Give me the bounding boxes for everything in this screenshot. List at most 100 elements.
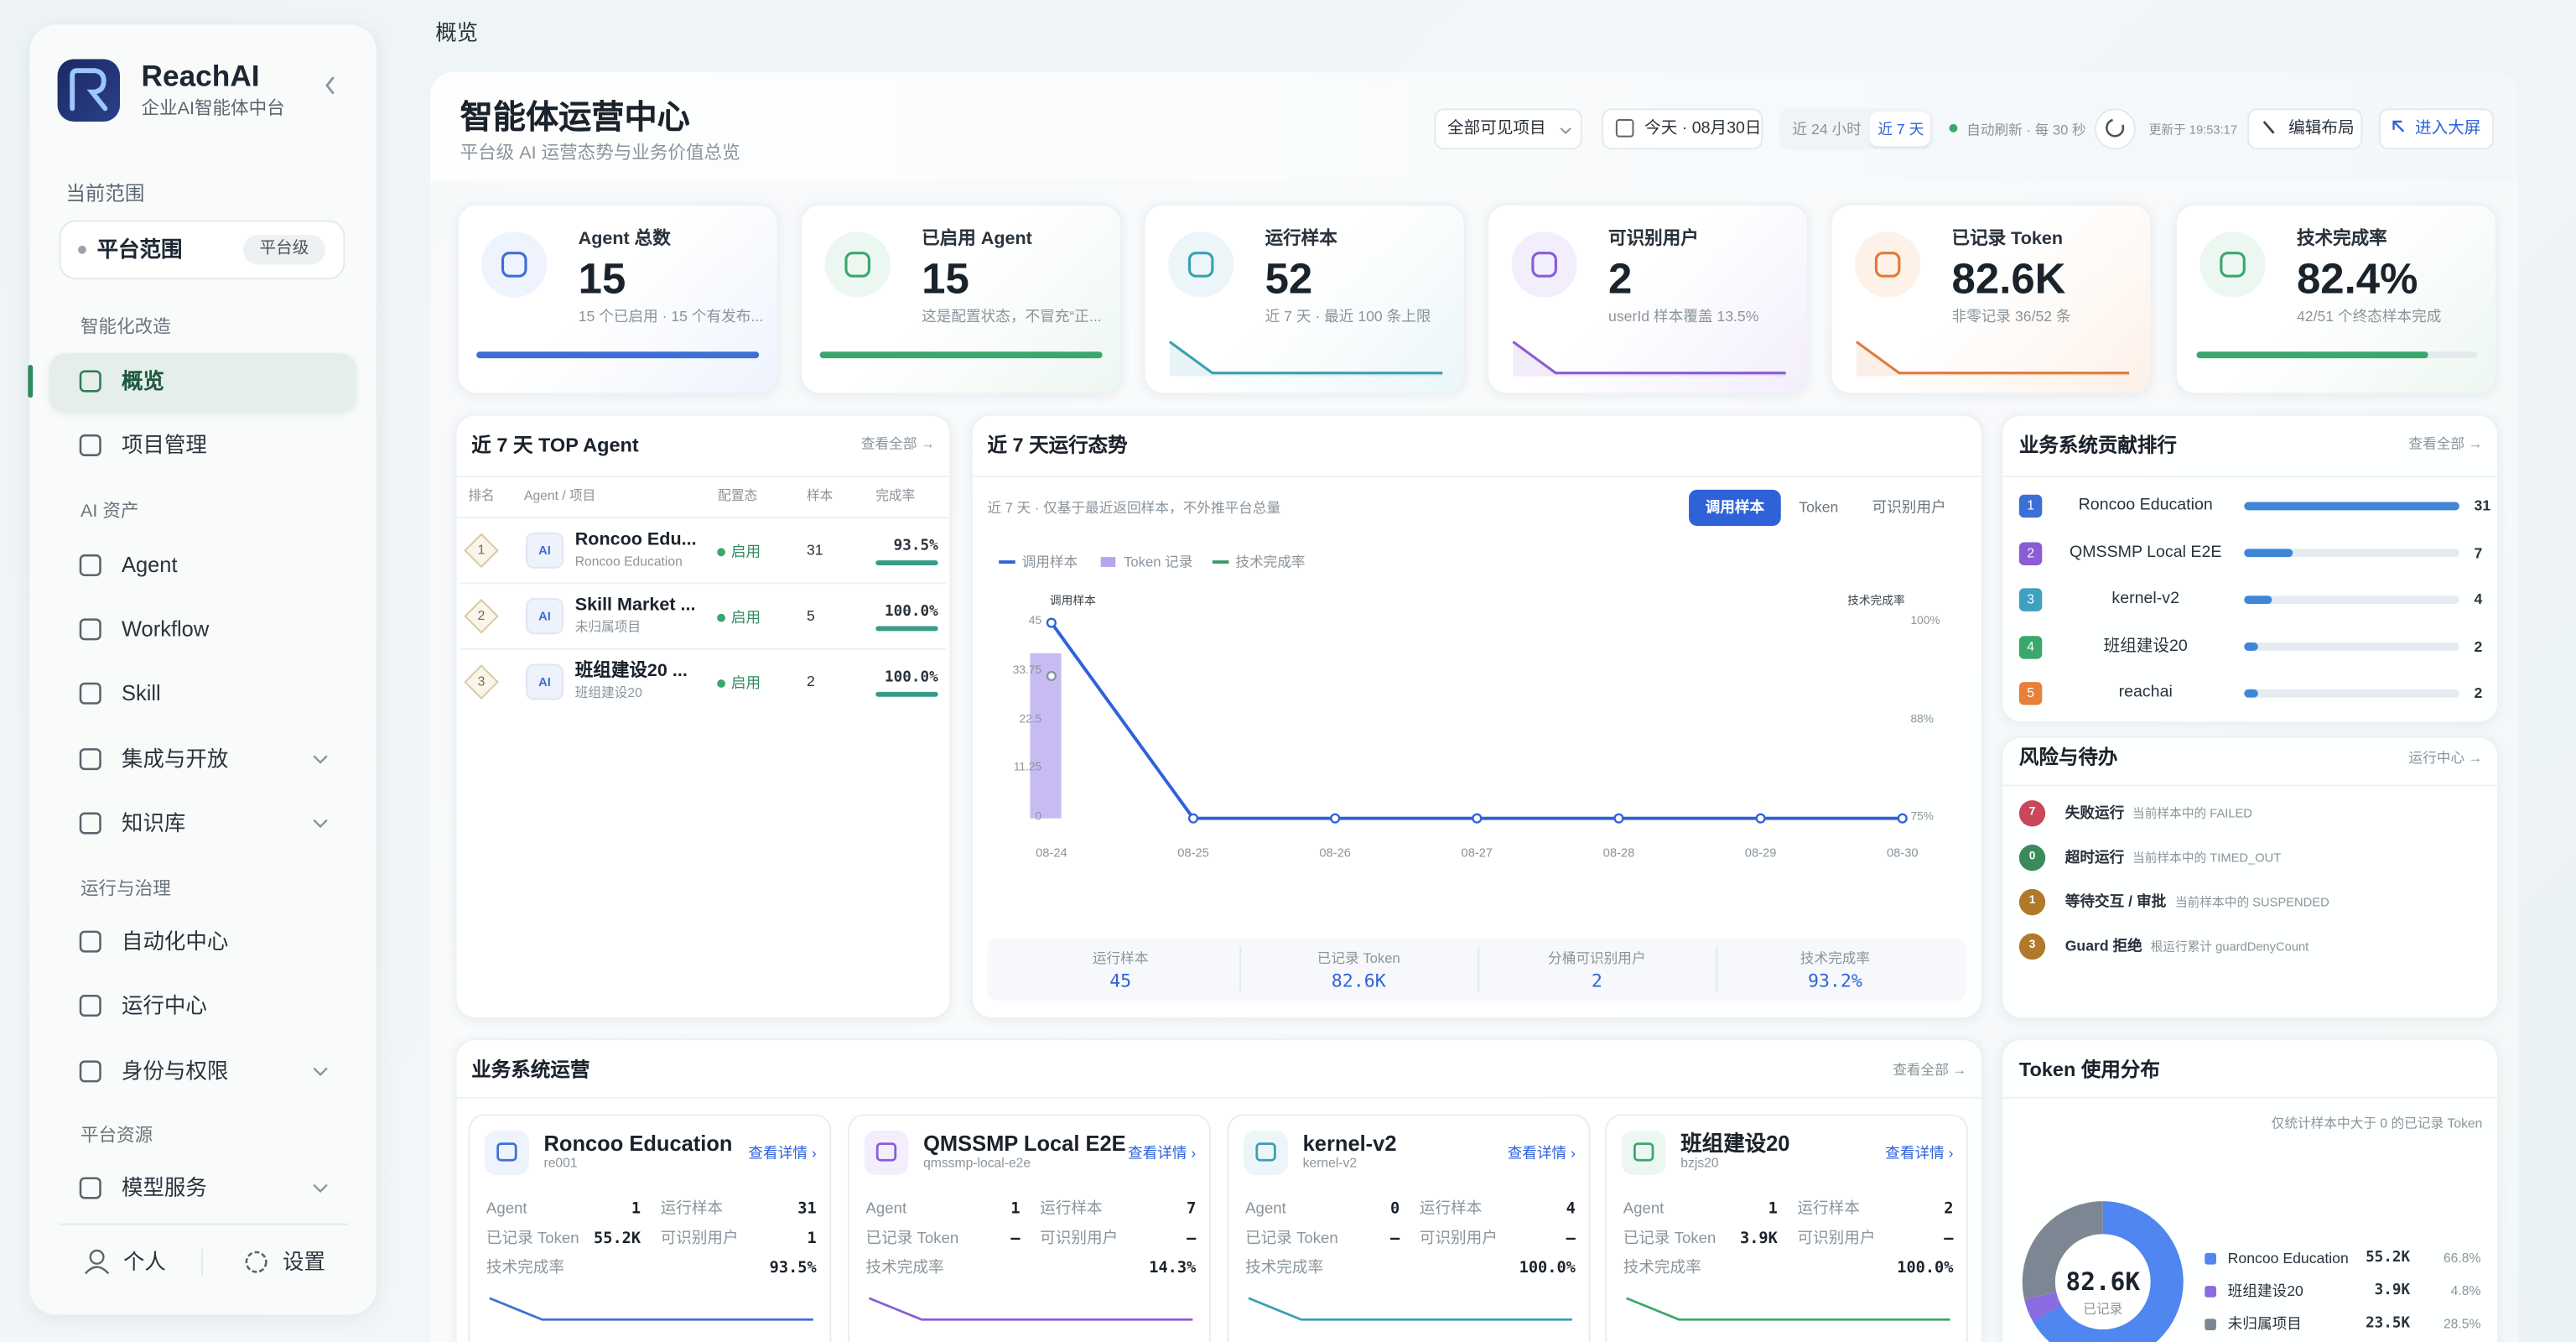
chart-tab[interactable]: 可识别用户 [1872, 498, 1946, 516]
y-tick-label: 0 [1035, 811, 1042, 824]
panel-title: Token 使用分布 [2018, 1058, 2160, 1081]
panel-title: 近 7 天运行态势 [987, 433, 1128, 457]
column-header: 样本 [806, 488, 834, 503]
point [1046, 617, 1057, 628]
tab-active[interactable] [1689, 489, 1781, 526]
nav-item[interactable]: 知识库 [121, 810, 186, 835]
detail-link[interactable]: 查看详情 › [1127, 1144, 1197, 1162]
nav-item[interactable]: 自动化中心 [121, 928, 229, 954]
gear-icon [245, 1251, 267, 1273]
kpi-note: 非零记录 36/52 条 [1951, 308, 2071, 325]
nav-item[interactable]: 项目管理 [121, 432, 207, 458]
risk-label[interactable]: Guard 拒绝 [2064, 937, 2142, 954]
status-dot [717, 679, 725, 688]
nav-active-bar [28, 364, 34, 398]
nav-item[interactable]: Skill [121, 680, 161, 705]
bar-track [2244, 549, 2459, 558]
metric-value: 55.2K [594, 1230, 641, 1248]
risk-count-bg [2018, 888, 2046, 916]
rank-badge [2018, 682, 2043, 705]
legend-label: Roncoo Education [2227, 1250, 2349, 1267]
y-tick-label: 22.5 [1019, 713, 1042, 726]
summary-label: 分桶可识别用户 [1548, 949, 1646, 966]
risk-note: 当前样本中的 SUSPENDED [2174, 894, 2329, 910]
project-select[interactable] [1434, 108, 1582, 150]
y2-tick-label: 100% [1910, 616, 1940, 628]
agent-badge-text: AI [538, 543, 551, 559]
nav-icon [79, 930, 101, 953]
agent-status: 启用 [730, 674, 761, 692]
donut-segment [2024, 1292, 2062, 1322]
y-tick-label: 45 [1028, 616, 1042, 628]
business-code: re001 [543, 1155, 578, 1171]
panel-title: 风险与待办 [2018, 746, 2118, 769]
panel-note: 仅统计样本中大于 0 的已记录 Token [2271, 1116, 2483, 1131]
bar-track [2244, 596, 2459, 605]
detail-link[interactable]: 查看详情 › [748, 1144, 817, 1162]
kpi-icon-bg [1852, 228, 1924, 301]
bar-track [2244, 642, 2459, 651]
calendar-icon [1615, 119, 1634, 138]
kpi-icon-bg [2196, 228, 2269, 301]
nav-item[interactable]: 集成与开放 [121, 746, 229, 772]
donut-center-value: 82.6K [2065, 1267, 2141, 1297]
risk-label[interactable]: 等待交互 / 审批 [2064, 893, 2167, 910]
nav-item[interactable]: 概览 [121, 368, 164, 393]
range-active[interactable] [1869, 112, 1931, 147]
panel-link[interactable]: 运行中心 → [2408, 749, 2483, 766]
agent-status: 启用 [730, 543, 761, 560]
rank: 2 [2027, 544, 2034, 560]
date-box[interactable] [1602, 108, 1763, 150]
nav-item[interactable]: 运行中心 [121, 992, 207, 1018]
risk-label[interactable]: 失败运行 [2064, 804, 2125, 821]
metric-value: 3.9K [1740, 1230, 1778, 1248]
footer-item[interactable]: 设置 [282, 1249, 325, 1274]
metric-label: 可识别用户 [1419, 1230, 1498, 1248]
scope-tag [242, 235, 325, 265]
rank-badge [464, 533, 499, 569]
business-icon-glyph [875, 1142, 897, 1162]
metric-label: 已记录 Token [1245, 1230, 1338, 1248]
agent-badge-text: AI [538, 608, 551, 624]
edit-button[interactable] [2247, 108, 2363, 150]
nav-item[interactable]: 模型服务 [121, 1175, 207, 1200]
panel-link[interactable]: 查看全部 → [2408, 435, 2483, 452]
y2-tick-label: 75% [1910, 811, 1935, 824]
panel-link[interactable]: 查看全部 → [1893, 1061, 1967, 1079]
refresh-button[interactable] [2094, 108, 2136, 150]
metric-label: 技术完成率 [1245, 1259, 1324, 1277]
business-name: kernel-v2 [1302, 1131, 1397, 1156]
status-dot [717, 548, 725, 557]
nav-group-title: 平台资源 [80, 1126, 153, 1147]
range-option[interactable]: 近 24 小时 [1792, 121, 1862, 138]
metric-value: 31 [797, 1199, 817, 1219]
metric-label: 技术完成率 [865, 1259, 944, 1277]
detail-link[interactable]: 查看详情 › [1507, 1144, 1576, 1162]
range-option-active: 近 7 天 [1877, 121, 1924, 138]
metric-label: 运行样本 [1797, 1199, 1860, 1219]
nav-item[interactable]: Agent [121, 552, 178, 578]
chart-tab[interactable]: 调用样本 [1705, 498, 1765, 516]
panel-link[interactable]: 查看全部 → [860, 435, 935, 452]
agent-samples: 31 [806, 541, 823, 559]
nav-icon [79, 748, 101, 771]
y-tick-label: 11.25 [1013, 762, 1042, 774]
big-screen-button[interactable] [2378, 108, 2495, 150]
summary-value: 2 [1591, 970, 1602, 992]
detail-link[interactable]: 查看详情 › [1885, 1144, 1954, 1162]
rank: 4 [2027, 638, 2034, 654]
risk-label[interactable]: 超时运行 [2064, 849, 2125, 866]
scope-dot [78, 245, 86, 254]
date: 今天 · 08月30日 [1644, 120, 1762, 138]
nav-item[interactable]: Workflow [121, 616, 210, 642]
point [1755, 813, 1766, 824]
x-tick-label: 08-24 [1036, 845, 1067, 861]
metric-value: 100.0% [1519, 1259, 1576, 1277]
kpi-sparkline [1169, 341, 1443, 375]
risk-count: 3 [2028, 939, 2036, 951]
chart-tab[interactable]: Token [1799, 498, 1839, 516]
footer-item[interactable]: 个人 [122, 1249, 166, 1274]
nav-item[interactable]: 身份与权限 [121, 1059, 229, 1084]
